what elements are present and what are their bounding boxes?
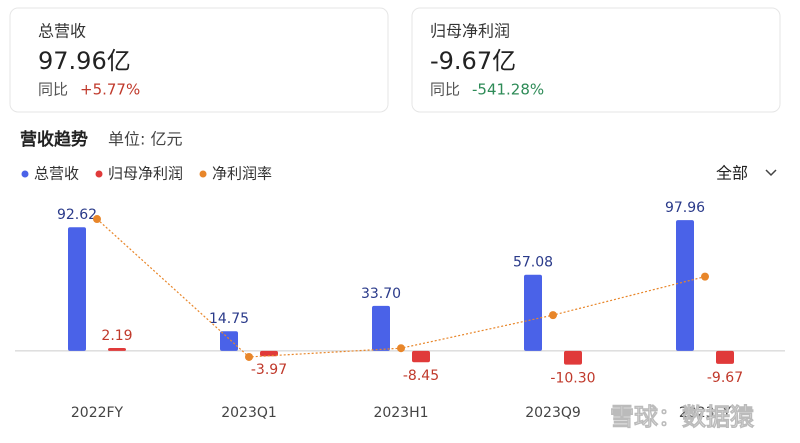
line-point [549, 311, 557, 320]
x-tick-label: 2023FY [679, 405, 732, 421]
card [9, 7, 389, 113]
legend-label: 总营收 [34, 165, 79, 183]
value-label: 33.70 [361, 286, 401, 302]
card-title: 归母净利润 [430, 22, 510, 41]
x-tick-label: 2023Q1 [221, 405, 277, 421]
legend-label: 净利润率 [212, 165, 272, 183]
value-label: -3.97 [251, 362, 287, 378]
chart-title: 营收趋势 [20, 129, 88, 150]
legend-dot [21, 170, 29, 178]
value-label: -8.45 [403, 368, 439, 384]
value-label: 14.75 [209, 311, 249, 327]
value-label: -10.30 [550, 371, 595, 387]
bar [716, 350, 734, 364]
card-value: 97.96亿 [38, 47, 131, 75]
watermark: 雪球：数据猿 [610, 403, 755, 431]
bar [412, 350, 430, 363]
bar [524, 274, 542, 351]
unit-label: 单位: 亿元 [108, 130, 182, 149]
value-label: -9.67 [707, 370, 743, 386]
bar [564, 350, 582, 365]
card-yoy: +5.77% [80, 81, 140, 99]
x-tick-label: 2022FY [71, 405, 124, 421]
value-label: 97.96 [665, 200, 705, 216]
bar [260, 350, 278, 357]
line-point [701, 272, 709, 281]
card-yoy-label: 同比 [430, 81, 460, 99]
x-tick-label: 2023H1 [373, 405, 428, 421]
value-label: 57.08 [513, 255, 553, 271]
card-yoy: -541.28% [472, 81, 544, 99]
card-yoy-label: 同比 [38, 81, 68, 99]
bar [220, 331, 238, 351]
card-title: 总营收 [38, 22, 86, 41]
legend-label: 归母净利润 [108, 165, 183, 183]
card [411, 7, 781, 113]
filter-dropdown[interactable]: 全部 [716, 164, 748, 183]
line-point [397, 344, 405, 353]
value-label: 92.62 [57, 207, 97, 223]
value-label: 2.19 [101, 328, 132, 344]
chevron[interactable] [765, 169, 777, 177]
bar [108, 347, 126, 351]
legend-dot [95, 170, 103, 178]
line-point [245, 352, 253, 361]
bar [68, 227, 86, 351]
line-point [93, 215, 101, 224]
x-tick-label: 2023Q9 [525, 405, 581, 421]
card-value: -9.67亿 [430, 47, 516, 75]
legend-dot [199, 170, 207, 178]
bar [676, 220, 694, 351]
bar [372, 305, 390, 351]
